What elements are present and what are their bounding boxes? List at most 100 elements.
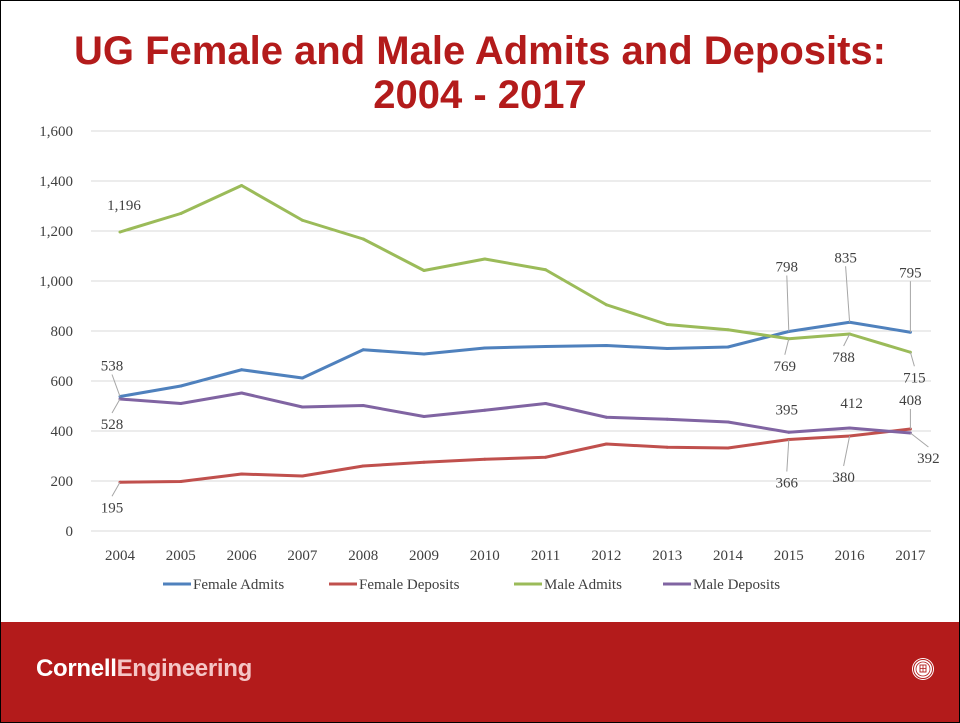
data-point xyxy=(118,230,122,234)
data-label: 528 xyxy=(101,417,124,433)
data-point xyxy=(179,480,183,483)
data-point xyxy=(544,345,548,348)
data-point xyxy=(422,460,426,464)
data-point xyxy=(483,457,487,461)
x-tick-label: 2006 xyxy=(227,548,258,564)
data-point xyxy=(726,345,730,349)
data-point xyxy=(665,347,669,350)
label-leader-line xyxy=(111,482,121,497)
x-tick-label: 2005 xyxy=(166,548,196,564)
x-tick-label: 2013 xyxy=(652,548,682,564)
cornell-engineering-logo: CornellEngineering xyxy=(36,655,252,683)
data-point xyxy=(422,269,426,272)
y-tick-label: 1,000 xyxy=(39,274,73,290)
data-point xyxy=(422,415,426,418)
slide-title: UG Female and Male Admits and Deposits: … xyxy=(1,29,959,117)
label-leader-line xyxy=(786,275,790,332)
data-point xyxy=(422,352,426,356)
data-point xyxy=(300,218,304,222)
data-point xyxy=(665,445,669,449)
data-point xyxy=(604,303,608,307)
data-label: 366 xyxy=(776,476,799,492)
data-point xyxy=(361,404,365,407)
footer-bar: CornellEngineering xyxy=(1,622,959,722)
y-tick-label: 0 xyxy=(66,524,74,540)
series-line-male-deposits xyxy=(119,391,911,435)
data-point xyxy=(483,346,487,350)
line-chart: 0 200 400 600 800 1,000 1,200 1,400 1,600 2004 200… xyxy=(39,124,940,593)
data-label: 408 xyxy=(899,393,922,409)
label-leader-line xyxy=(111,374,121,397)
x-tick-label: 2017 xyxy=(895,548,926,564)
data-point xyxy=(361,237,365,241)
data-label: 798 xyxy=(776,260,799,276)
label-leader-line xyxy=(111,398,121,414)
data-point xyxy=(483,257,487,261)
data-label: 380 xyxy=(832,470,855,486)
legend-label: Male Deposits xyxy=(693,577,780,593)
series-line-female-admits xyxy=(119,320,911,398)
data-point xyxy=(604,442,608,446)
x-tick-label: 2015 xyxy=(774,548,804,564)
y-tick-label: 1,200 xyxy=(39,224,73,240)
title-line-2: 2004 - 2017 xyxy=(373,73,587,117)
y-tick-label: 200 xyxy=(51,474,74,490)
y-tick-label: 800 xyxy=(51,324,74,340)
series-line-male-admits xyxy=(119,184,911,354)
data-label: 795 xyxy=(899,265,922,281)
label-leader-line xyxy=(784,338,790,355)
data-label: 538 xyxy=(101,359,124,375)
data-point xyxy=(544,402,548,405)
data-point xyxy=(300,405,304,409)
label-leader-line xyxy=(910,432,929,448)
title-line-1: UG Female and Male Admits and Deposits: xyxy=(73,29,886,73)
data-point xyxy=(179,212,183,215)
data-point xyxy=(544,268,548,272)
cornell-seal-icon xyxy=(912,658,934,680)
x-tick-label: 2009 xyxy=(409,548,439,564)
x-tick-label: 2012 xyxy=(591,548,621,564)
label-leader-line xyxy=(843,435,851,467)
data-point xyxy=(179,384,183,388)
data-point xyxy=(544,455,548,459)
data-point xyxy=(361,348,365,352)
data-point xyxy=(300,376,304,380)
data-label: 195 xyxy=(101,500,124,516)
x-tick-label: 2010 xyxy=(470,548,500,564)
series-line-female-deposits xyxy=(119,427,911,484)
data-point xyxy=(300,474,304,478)
label-leader-line xyxy=(909,352,915,367)
data-point xyxy=(240,368,244,372)
legend-label: Female Admits xyxy=(193,577,284,593)
x-tick-label: 2011 xyxy=(531,548,560,564)
data-point xyxy=(361,464,365,468)
x-tick-label: 2008 xyxy=(348,548,378,564)
logo-word-cornell: Cornell xyxy=(36,655,117,682)
data-point xyxy=(726,446,730,450)
data-point xyxy=(604,415,608,419)
data-point xyxy=(665,417,669,421)
data-point xyxy=(240,472,244,476)
y-tick-label: 1,600 xyxy=(39,124,73,140)
data-point xyxy=(604,344,608,347)
legend-label: Male Admits xyxy=(544,577,622,593)
y-tick-label: 1,400 xyxy=(39,174,73,190)
y-tick-label: 600 xyxy=(51,374,74,390)
logo-word-engineering: Engineering xyxy=(116,655,253,682)
y-tick-label: 400 xyxy=(51,424,74,440)
data-label: 788 xyxy=(832,350,855,366)
data-point xyxy=(240,391,244,395)
data-point xyxy=(787,430,791,434)
data-label: 835 xyxy=(834,250,857,266)
data-point xyxy=(240,184,244,187)
data-point xyxy=(726,328,730,332)
data-label: 395 xyxy=(776,402,799,418)
data-point xyxy=(665,323,669,326)
data-point xyxy=(483,408,487,412)
data-label: 392 xyxy=(917,451,940,467)
x-tick-label: 2007 xyxy=(287,548,318,564)
data-point xyxy=(726,420,730,424)
x-tick-label: 2014 xyxy=(713,548,744,564)
data-point xyxy=(848,426,852,430)
